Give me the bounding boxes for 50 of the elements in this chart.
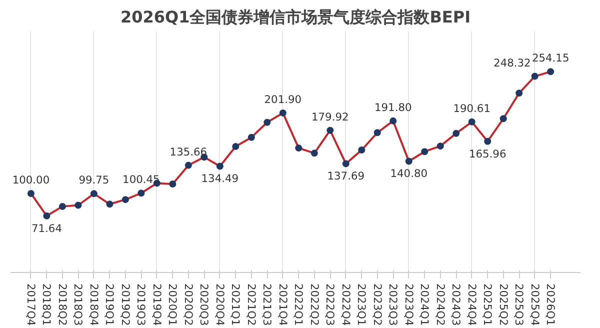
x-tick-label: 2021Q3 [260, 284, 274, 326]
chart-title: 2026Q1全国债券增信市场景气度综合指数BEPI [120, 8, 471, 26]
x-tick-label: 2019Q1 [103, 284, 116, 326]
x-tick-label: 2026Q1 [544, 284, 558, 326]
data-label: 140.80 [390, 167, 428, 180]
x-tick-label: 2024Q4 [465, 284, 478, 326]
x-tick-label: 2023Q4 [402, 284, 416, 326]
x-tick-label: 2023Q2 [370, 284, 384, 326]
data-label: 254.15 [532, 52, 570, 65]
x-tick-label: 2024Q1 [418, 284, 432, 326]
data-label: 190.61 [453, 102, 491, 115]
x-tick-label: 2022Q1 [292, 284, 306, 326]
x-tick-label: 2024Q2 [434, 284, 447, 326]
x-tick-label: 2025Q3 [512, 284, 526, 326]
x-tick-label: 2017Q4 [24, 284, 38, 326]
x-tick-label: 2023Q1 [355, 284, 368, 326]
data-label: 134.49 [201, 172, 239, 186]
x-tick-label: 2022Q2 [308, 284, 321, 326]
data-label: 201.90 [264, 92, 302, 106]
x-tick-label: 2021Q1 [229, 284, 242, 326]
x-tick-label: 2025Q4 [528, 284, 542, 326]
data-label: 165.96 [468, 147, 506, 160]
x-tick-label: 2019Q4 [150, 284, 164, 326]
x-tick-label: 2025Q2 [496, 284, 510, 326]
x-tick-label: 2019Q3 [134, 284, 148, 326]
data-label: 100.45 [122, 173, 160, 186]
data-label: 71.64 [31, 222, 62, 235]
x-tick-label: 2020Q3 [198, 284, 211, 326]
data-label: 137.69 [327, 170, 365, 183]
x-tick-label: 2022Q4 [339, 284, 352, 326]
data-label: 191.80 [374, 100, 412, 114]
x-tick-label: 2018Q3 [72, 284, 85, 326]
x-tick-label: 2025Q1 [481, 284, 494, 326]
data-label: 179.92 [312, 110, 349, 124]
x-tick-label: 2018Q2 [56, 284, 69, 326]
x-tick-label: 2022Q3 [324, 284, 337, 326]
data-label: 99.75 [78, 174, 110, 187]
x-tick-label: 2020Q4 [213, 284, 226, 326]
x-tick-label: 2020Q1 [166, 284, 180, 326]
data-label: 100.00 [12, 173, 50, 186]
data-label: 248.32 [494, 56, 531, 70]
x-tick-label: 2018Q4 [87, 284, 100, 326]
x-tick-label: 2019Q2 [118, 284, 132, 326]
x-tick-label: 2018Q1 [40, 284, 54, 326]
x-tick-label: 2020Q2 [182, 284, 195, 326]
data-label: 135.66 [170, 145, 208, 158]
x-tick-label: 2021Q4 [276, 284, 290, 326]
x-tick-label: 2021Q2 [244, 284, 258, 326]
x-tick-label: 2024Q3 [450, 284, 463, 326]
x-tick-label: 2023Q3 [386, 284, 400, 326]
